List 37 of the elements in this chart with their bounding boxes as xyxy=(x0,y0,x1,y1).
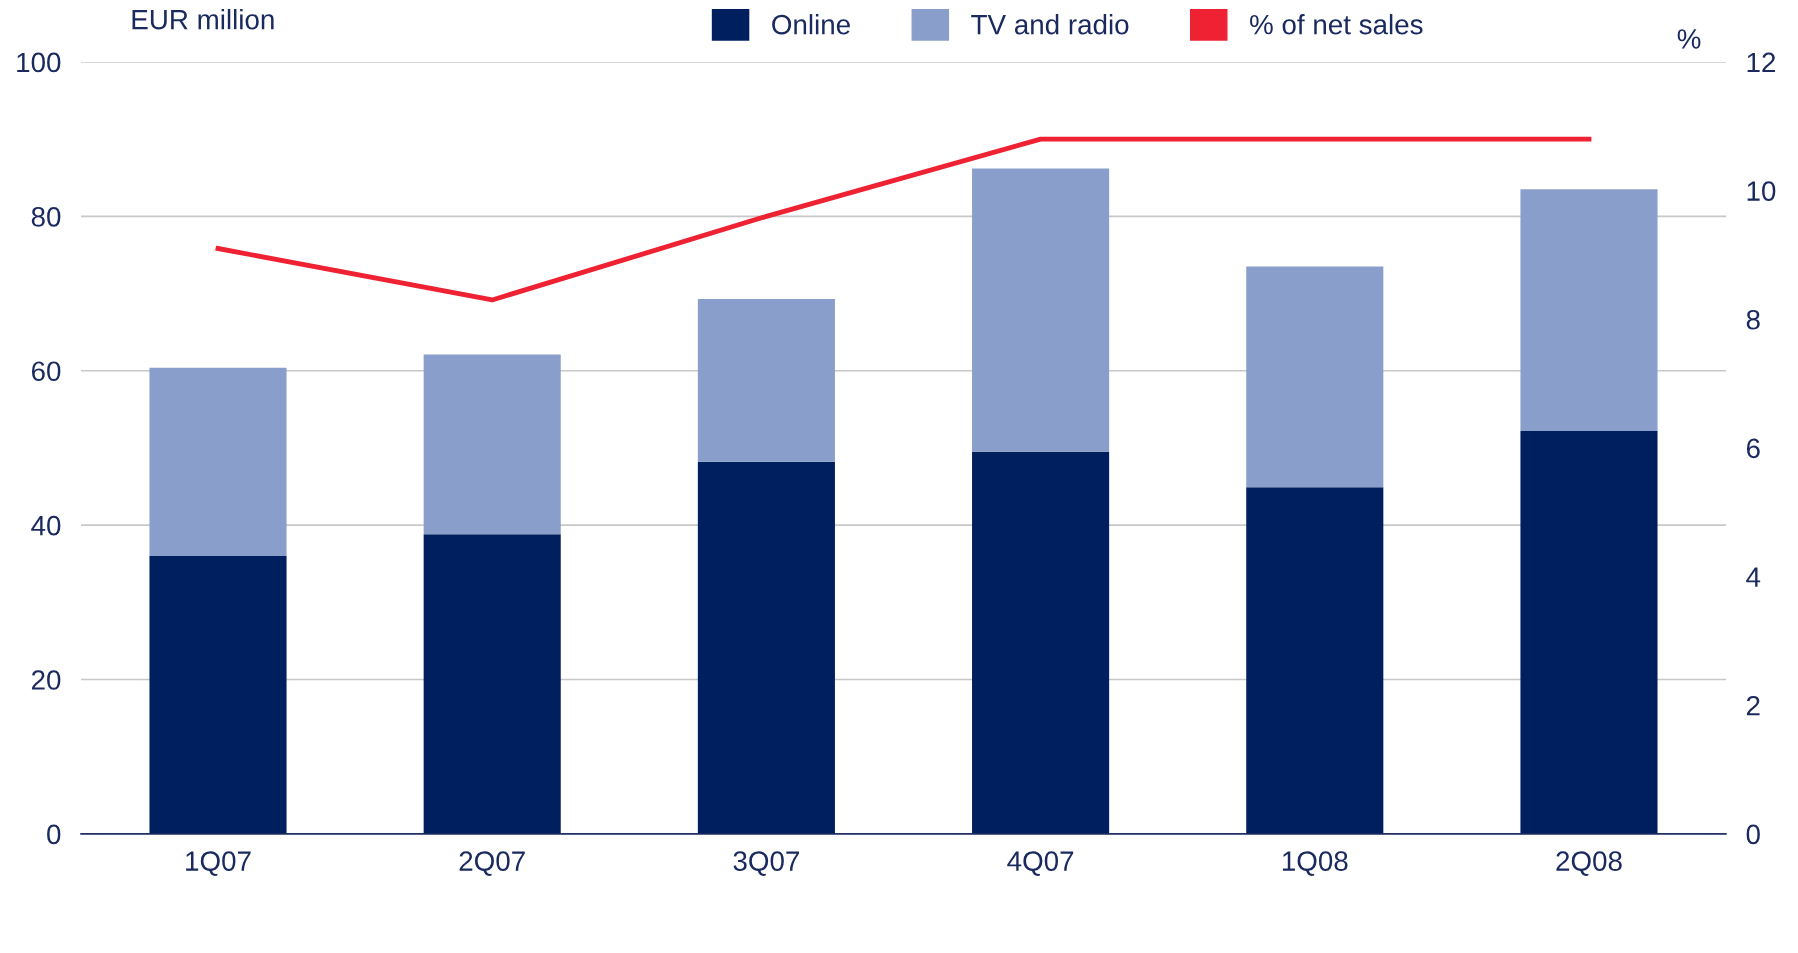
bar xyxy=(972,451,1110,834)
legend-label: Online xyxy=(772,14,850,35)
x-tick-label: 1Q07 xyxy=(186,851,251,876)
y2-tick-label: 4 xyxy=(1746,567,1761,587)
legend-label: % of net sales xyxy=(1250,14,1423,35)
x-tick-label: 2Q07 xyxy=(459,851,525,876)
bar xyxy=(423,534,561,834)
y-tick-label: 60 xyxy=(31,361,61,382)
bar xyxy=(149,367,287,556)
y2-tick-label: 10 xyxy=(1747,181,1776,201)
y2-tick-label: 8 xyxy=(1746,309,1760,330)
x-tick-label: 1Q08 xyxy=(1282,851,1348,876)
y-tick-label: 100 xyxy=(17,52,61,73)
y2-tick-label: 12 xyxy=(1747,52,1776,73)
bar xyxy=(697,298,835,462)
x-tick-label: 3Q07 xyxy=(733,851,799,876)
y2-tick-label: 0 xyxy=(1746,824,1760,845)
bar xyxy=(1246,266,1384,488)
x-tick-label: 2Q08 xyxy=(1556,851,1622,876)
bar xyxy=(1246,487,1384,834)
y2-tick-label: 6 xyxy=(1746,438,1760,459)
bar xyxy=(149,555,287,834)
legend-label: TV and radio xyxy=(971,14,1129,35)
y-axis-title: EUR million xyxy=(132,9,274,30)
y2-tick-label: 2 xyxy=(1746,695,1760,716)
bar xyxy=(1520,189,1658,431)
y-tick-label: 80 xyxy=(31,207,61,227)
bar xyxy=(972,168,1110,452)
y-tick-label: 40 xyxy=(31,515,61,536)
bar xyxy=(1520,430,1658,834)
bar xyxy=(697,461,835,834)
y-tick-label: 20 xyxy=(31,670,61,690)
bar xyxy=(423,354,561,535)
line-series xyxy=(215,136,1592,303)
y-tick-label: 0 xyxy=(47,824,61,845)
y2-axis-title: % xyxy=(1677,29,1701,49)
x-tick-label: 4Q07 xyxy=(1007,851,1074,876)
